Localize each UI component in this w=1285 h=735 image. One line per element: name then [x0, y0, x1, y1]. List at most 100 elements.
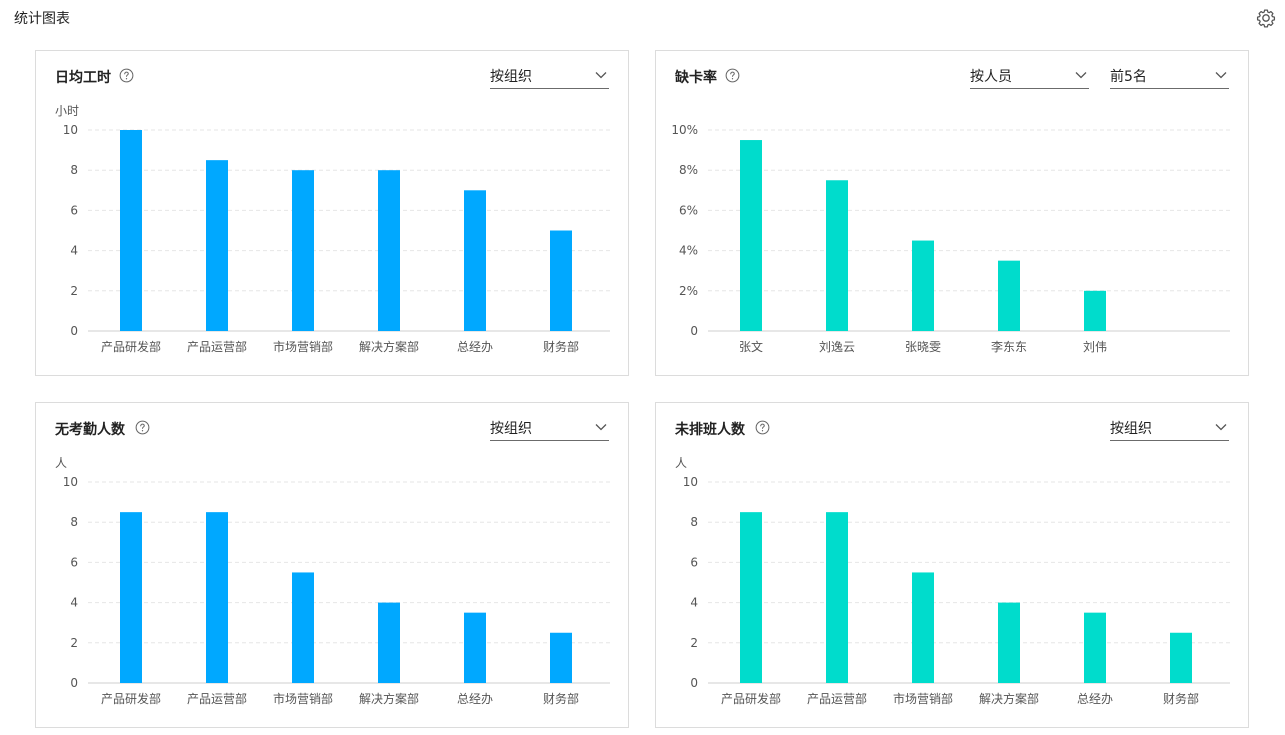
y-tick-label: 10% — [671, 123, 698, 137]
bar — [826, 512, 848, 683]
bar — [292, 170, 314, 331]
help-icon[interactable] — [725, 68, 740, 83]
y-tick-label: 2% — [679, 284, 698, 298]
y-tick-label: 0 — [690, 676, 698, 690]
y-tick-label: 4 — [70, 596, 78, 610]
bar — [550, 632, 572, 683]
y-tick-label: 8% — [679, 163, 698, 177]
chevron-down-icon — [1215, 424, 1227, 431]
gear-icon[interactable] — [1256, 8, 1276, 28]
select-value: 按组织 — [490, 69, 532, 85]
x-category-label: 刘伟 — [1083, 340, 1107, 354]
bar — [120, 512, 142, 683]
y-tick-label: 2 — [70, 284, 78, 298]
x-category-label: 市场营销部 — [893, 691, 953, 706]
bar — [206, 160, 228, 331]
help-icon[interactable] — [755, 420, 770, 435]
chart-daily-hours: 小时 0 2 4 6 8 10 产品研发部 产品运营部 市场营销部 解决方案部 总经办 财务部 — [55, 104, 610, 354]
y-tick-label: 6 — [70, 555, 78, 569]
chevron-down-icon — [595, 424, 607, 431]
card-title: 缺卡率 — [675, 70, 717, 86]
y-tick-label: 0 — [70, 676, 78, 690]
y-tick-label: 10 — [683, 475, 698, 489]
bar — [378, 170, 400, 331]
y-tick-label: 4 — [690, 596, 698, 610]
card-title: 未排班人数 — [675, 422, 745, 438]
select-value: 按组织 — [1110, 421, 1152, 437]
y-tick-label: 6% — [679, 203, 698, 217]
bar — [378, 602, 400, 683]
x-category-label: 产品运营部 — [187, 691, 247, 706]
y-tick-label: 8 — [70, 515, 78, 529]
y-tick-label: 4% — [679, 244, 698, 258]
bar — [1170, 632, 1192, 683]
x-category-label: 张文 — [739, 339, 763, 354]
x-category-label: 财务部 — [543, 691, 579, 706]
help-icon[interactable] — [135, 420, 150, 435]
y-tick-label: 6 — [70, 203, 78, 217]
x-category-label: 总经办 — [457, 691, 493, 706]
x-category-label: 总经办 — [1077, 691, 1113, 706]
y-axis-unit-label: 人 — [55, 456, 67, 470]
card-daily-hours: 日均工时 按组织 小时 0 2 4 6 8 10 产品研发部 产品运营部 市场营销部 解决方案部 总经… — [35, 50, 629, 376]
group-by-select[interactable]: 按组织 — [490, 417, 609, 441]
bar — [206, 512, 228, 683]
group-by-select[interactable]: 按组织 — [490, 65, 609, 89]
y-tick-label: 8 — [70, 163, 78, 177]
x-category-label: 解决方案部 — [979, 691, 1039, 706]
x-category-label: 产品研发部 — [101, 691, 161, 706]
bar — [998, 602, 1020, 683]
y-tick-label: 6 — [690, 555, 698, 569]
x-category-label: 市场营销部 — [273, 339, 333, 354]
bar — [740, 512, 762, 683]
help-icon[interactable] — [119, 68, 134, 83]
chevron-down-icon — [1075, 72, 1087, 79]
y-tick-label: 0 — [70, 324, 78, 338]
bar — [1084, 612, 1106, 683]
x-category-label: 刘逸云 — [819, 340, 855, 354]
bar — [912, 240, 934, 331]
card-title: 日均工时 — [55, 70, 111, 86]
y-tick-label: 10 — [63, 475, 78, 489]
x-category-label: 产品运营部 — [807, 691, 867, 706]
x-category-label: 产品研发部 — [721, 691, 781, 706]
bar — [912, 572, 934, 683]
bar — [464, 190, 486, 331]
chart-no-attendance: 人 0 2 4 6 8 10 产品研发部 产品运营部 市场营销部 解决方案部 总经办 财务部 — [55, 456, 610, 706]
select-value: 前5名 — [1110, 69, 1147, 85]
y-tick-label: 2 — [690, 636, 698, 650]
select-value: 按人员 — [970, 69, 1012, 85]
bar — [1084, 290, 1106, 331]
y-tick-label: 4 — [70, 244, 78, 258]
bar — [120, 130, 142, 331]
card-missing-punch-rate: 缺卡率 按人员 前5名 0 2% 4% 6% 8% 10% 张文 刘逸云 张晓雯 李东东 刘伟 — [655, 50, 1249, 376]
bar — [998, 260, 1020, 331]
page-title: 统计图表 — [14, 11, 70, 27]
y-tick-label: 10 — [63, 123, 78, 137]
bar — [550, 230, 572, 331]
x-category-label: 产品研发部 — [101, 339, 161, 354]
select-value: 按组织 — [490, 421, 532, 437]
x-category-label: 财务部 — [1163, 691, 1199, 706]
group-by-select[interactable]: 按人员 — [970, 65, 1089, 89]
y-tick-label: 8 — [690, 515, 698, 529]
x-category-label: 财务部 — [543, 339, 579, 354]
top-n-select[interactable]: 前5名 — [1110, 65, 1229, 89]
x-category-label: 李东东 — [991, 339, 1027, 354]
chevron-down-icon — [595, 72, 607, 79]
bar — [292, 572, 314, 683]
chart-unscheduled: 人 0 2 4 6 8 10 产品研发部 产品运营部 市场营销部 解决方案部 总经办 财务部 — [675, 456, 1230, 706]
group-by-select[interactable]: 按组织 — [1110, 417, 1229, 441]
bar — [826, 180, 848, 331]
y-tick-label: 0 — [690, 324, 698, 338]
y-axis-unit-label: 小时 — [55, 104, 79, 118]
card-title: 无考勤人数 — [55, 422, 125, 438]
card-no-attendance: 无考勤人数 按组织 人 0 2 4 6 8 10 产品研发部 产品运营部 市场营销部 解决方案部 总经… — [35, 402, 629, 728]
chevron-down-icon — [1215, 72, 1227, 79]
x-category-label: 解决方案部 — [359, 691, 419, 706]
bar — [740, 140, 762, 331]
card-unscheduled: 未排班人数 按组织 人 0 2 4 6 8 10 产品研发部 产品运营部 市场营销部 解决方案部 总经… — [655, 402, 1249, 728]
chart-missing-punch-rate: 0 2% 4% 6% 8% 10% 张文 刘逸云 张晓雯 李东东 刘伟 — [671, 123, 1230, 354]
x-category-label: 张晓雯 — [905, 340, 941, 354]
y-tick-label: 2 — [70, 636, 78, 650]
